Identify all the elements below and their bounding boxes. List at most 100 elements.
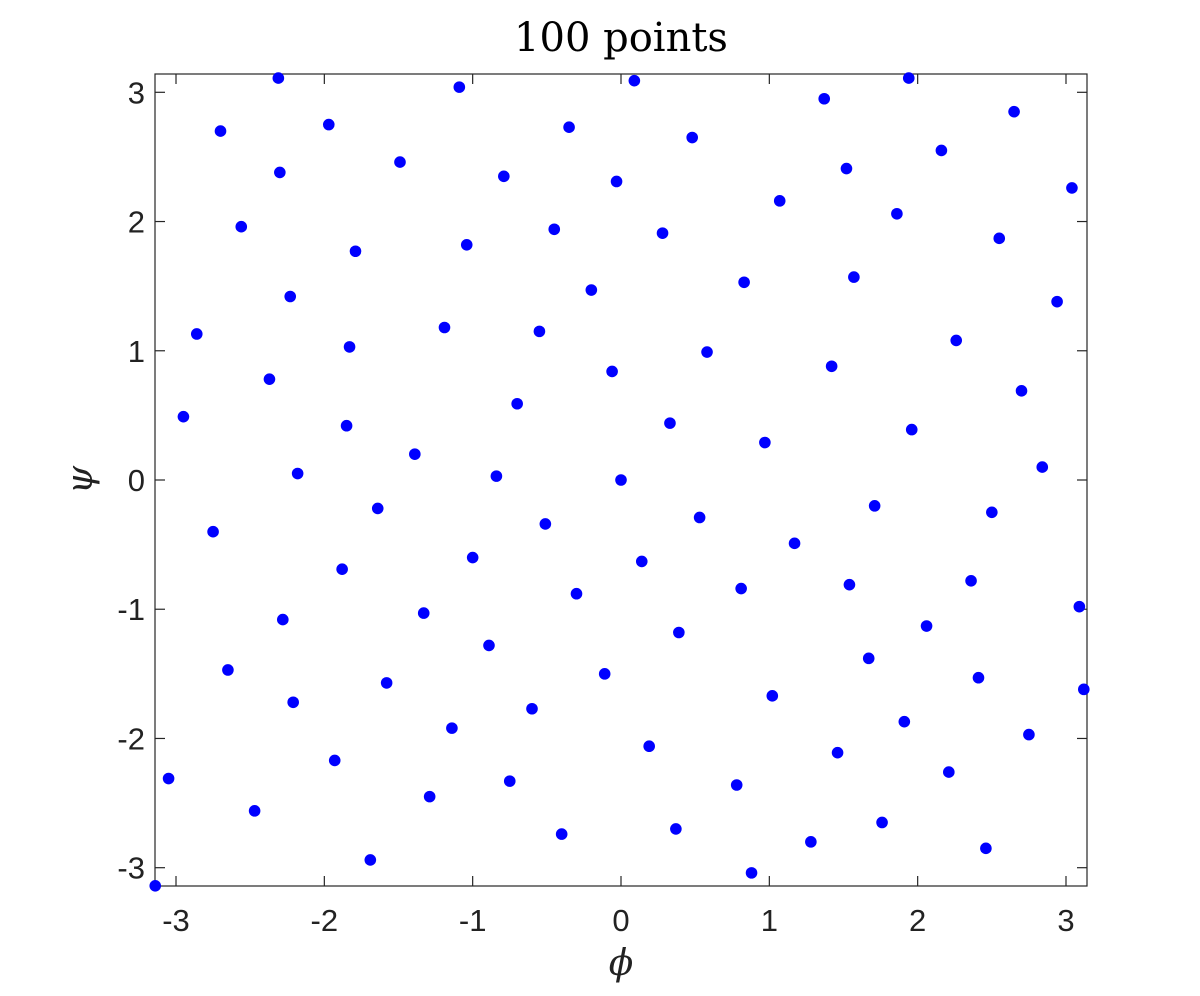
data-point	[920, 620, 933, 632]
y-axis-ticks: -3 -2 -1 0 1 2 3	[117, 75, 1087, 886]
data-point	[438, 321, 451, 334]
data-point	[149, 879, 162, 892]
data-point	[177, 410, 190, 423]
plot-area-frame	[154, 73, 1088, 887]
data-point	[555, 828, 568, 840]
data-point	[1023, 728, 1035, 741]
data-point	[322, 118, 335, 131]
data-point	[570, 587, 583, 600]
data-point	[277, 613, 289, 626]
data-point	[876, 816, 888, 829]
data-point	[511, 397, 523, 410]
data-point	[483, 639, 495, 652]
data-point	[526, 702, 538, 715]
chart-title: 100 points	[514, 15, 728, 61]
data-point	[848, 271, 860, 283]
data-point	[673, 626, 685, 639]
data-point	[730, 779, 743, 791]
x-tick-label: 1	[761, 903, 778, 938]
data-point	[965, 575, 977, 587]
data-point	[235, 220, 248, 233]
data-point	[214, 125, 227, 137]
data-point	[548, 223, 561, 236]
data-point	[190, 328, 203, 340]
x-tick-label: -2	[311, 903, 339, 938]
data-point	[248, 805, 261, 817]
data-point	[446, 722, 458, 734]
data-point	[935, 144, 948, 157]
y-tick-label: -1	[117, 592, 145, 627]
data-point	[585, 284, 598, 296]
data-point	[738, 276, 750, 289]
x-axis-label: ϕ	[609, 943, 634, 984]
data-point	[539, 518, 552, 530]
data-point	[291, 467, 304, 480]
y-tick-label: 1	[128, 334, 145, 369]
data-point	[1066, 182, 1078, 194]
data-point	[409, 448, 421, 460]
data-point	[498, 170, 510, 183]
data-point	[898, 715, 911, 728]
data-point	[490, 470, 503, 482]
data-point	[380, 677, 393, 689]
y-tick-label: 0	[128, 463, 145, 498]
data-point	[993, 232, 1006, 245]
x-tick-label: 3	[1057, 903, 1074, 938]
data-point	[862, 652, 875, 665]
data-point	[284, 290, 297, 303]
x-tick-label: 2	[909, 903, 926, 938]
data-point	[701, 346, 713, 358]
data-point	[394, 156, 406, 168]
y-tick-label: -3	[117, 851, 145, 886]
data-point	[274, 166, 286, 179]
x-tick-label: 0	[612, 903, 629, 938]
data-point	[1051, 295, 1063, 308]
data-point	[766, 690, 779, 702]
data-point	[745, 867, 758, 879]
data-point	[423, 790, 436, 803]
data-point	[460, 238, 473, 251]
data-point	[615, 474, 627, 486]
data-point	[222, 664, 234, 676]
data-point	[162, 772, 175, 785]
data-point	[656, 227, 669, 239]
data-point	[1073, 600, 1086, 613]
data-point	[986, 506, 998, 519]
data-point	[598, 668, 611, 680]
data-point	[868, 500, 881, 512]
data-point	[336, 563, 348, 575]
data-point	[825, 360, 838, 373]
data-point	[606, 365, 618, 378]
y-tick-label: -2	[117, 721, 145, 756]
y-tick-label: 2	[128, 205, 145, 240]
data-point	[664, 417, 676, 429]
data-point	[207, 525, 219, 538]
data-point	[693, 511, 706, 524]
data-point	[818, 92, 831, 105]
data-point	[272, 72, 285, 84]
data-point	[943, 766, 955, 778]
data-point	[328, 754, 341, 767]
data-point	[364, 854, 377, 866]
data-point	[670, 823, 682, 835]
x-tick-label: -1	[459, 903, 487, 938]
y-axis-label: ψ	[60, 465, 101, 494]
data-point	[1015, 385, 1028, 397]
data-point	[466, 551, 479, 564]
data-point	[905, 423, 918, 436]
data-point	[805, 836, 817, 848]
data-point	[343, 341, 356, 353]
y-tick-label: 3	[128, 75, 145, 110]
data-point	[902, 72, 915, 84]
data-point	[263, 373, 276, 385]
data-point	[891, 207, 903, 220]
data-point	[831, 746, 844, 759]
data-points	[149, 72, 1090, 892]
data-point	[980, 842, 992, 855]
data-point	[972, 671, 985, 684]
data-point	[735, 582, 747, 595]
data-point	[371, 502, 384, 515]
data-point	[563, 121, 575, 133]
data-point	[840, 162, 853, 175]
data-point	[628, 74, 641, 87]
